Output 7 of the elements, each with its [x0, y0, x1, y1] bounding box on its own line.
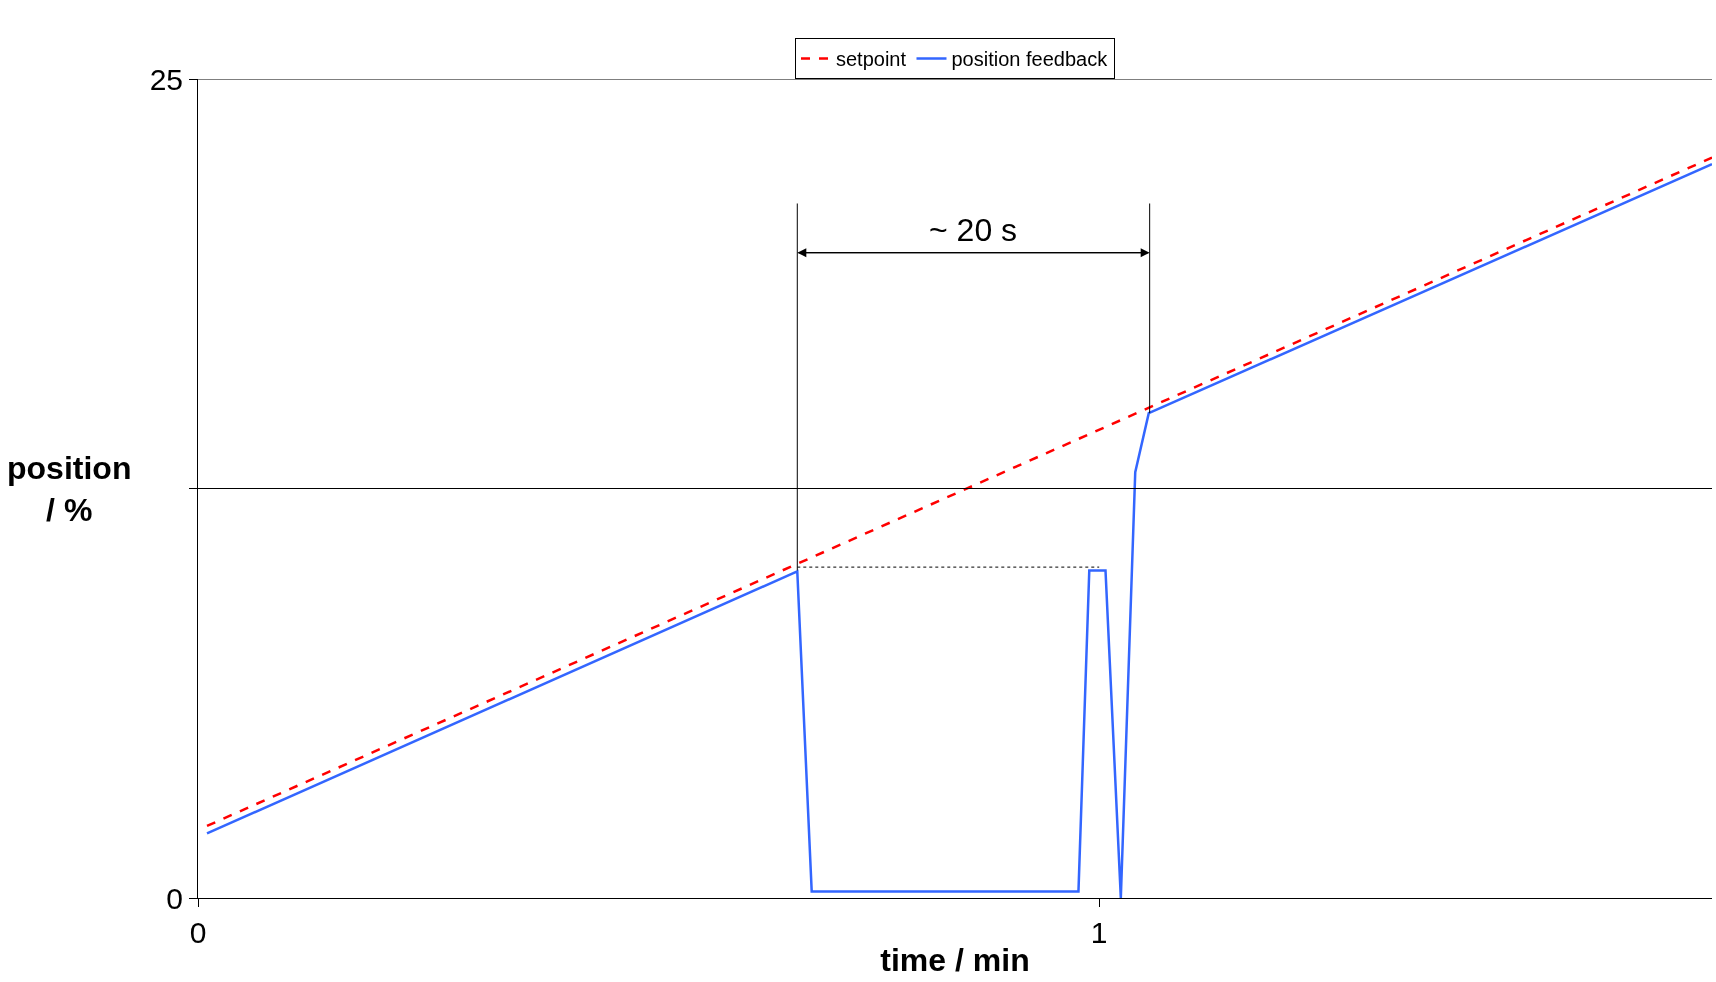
- legend-label: position feedback: [951, 48, 1109, 71]
- x-axis-title: time / min: [880, 941, 1030, 978]
- x-tick-label: 1: [1090, 916, 1108, 949]
- y-axis-title: position / %: [7, 450, 132, 528]
- legend-label: setpoint: [836, 48, 907, 71]
- annotation: ~ 20 s: [929, 212, 1018, 248]
- y-tick-label: 25: [149, 62, 183, 96]
